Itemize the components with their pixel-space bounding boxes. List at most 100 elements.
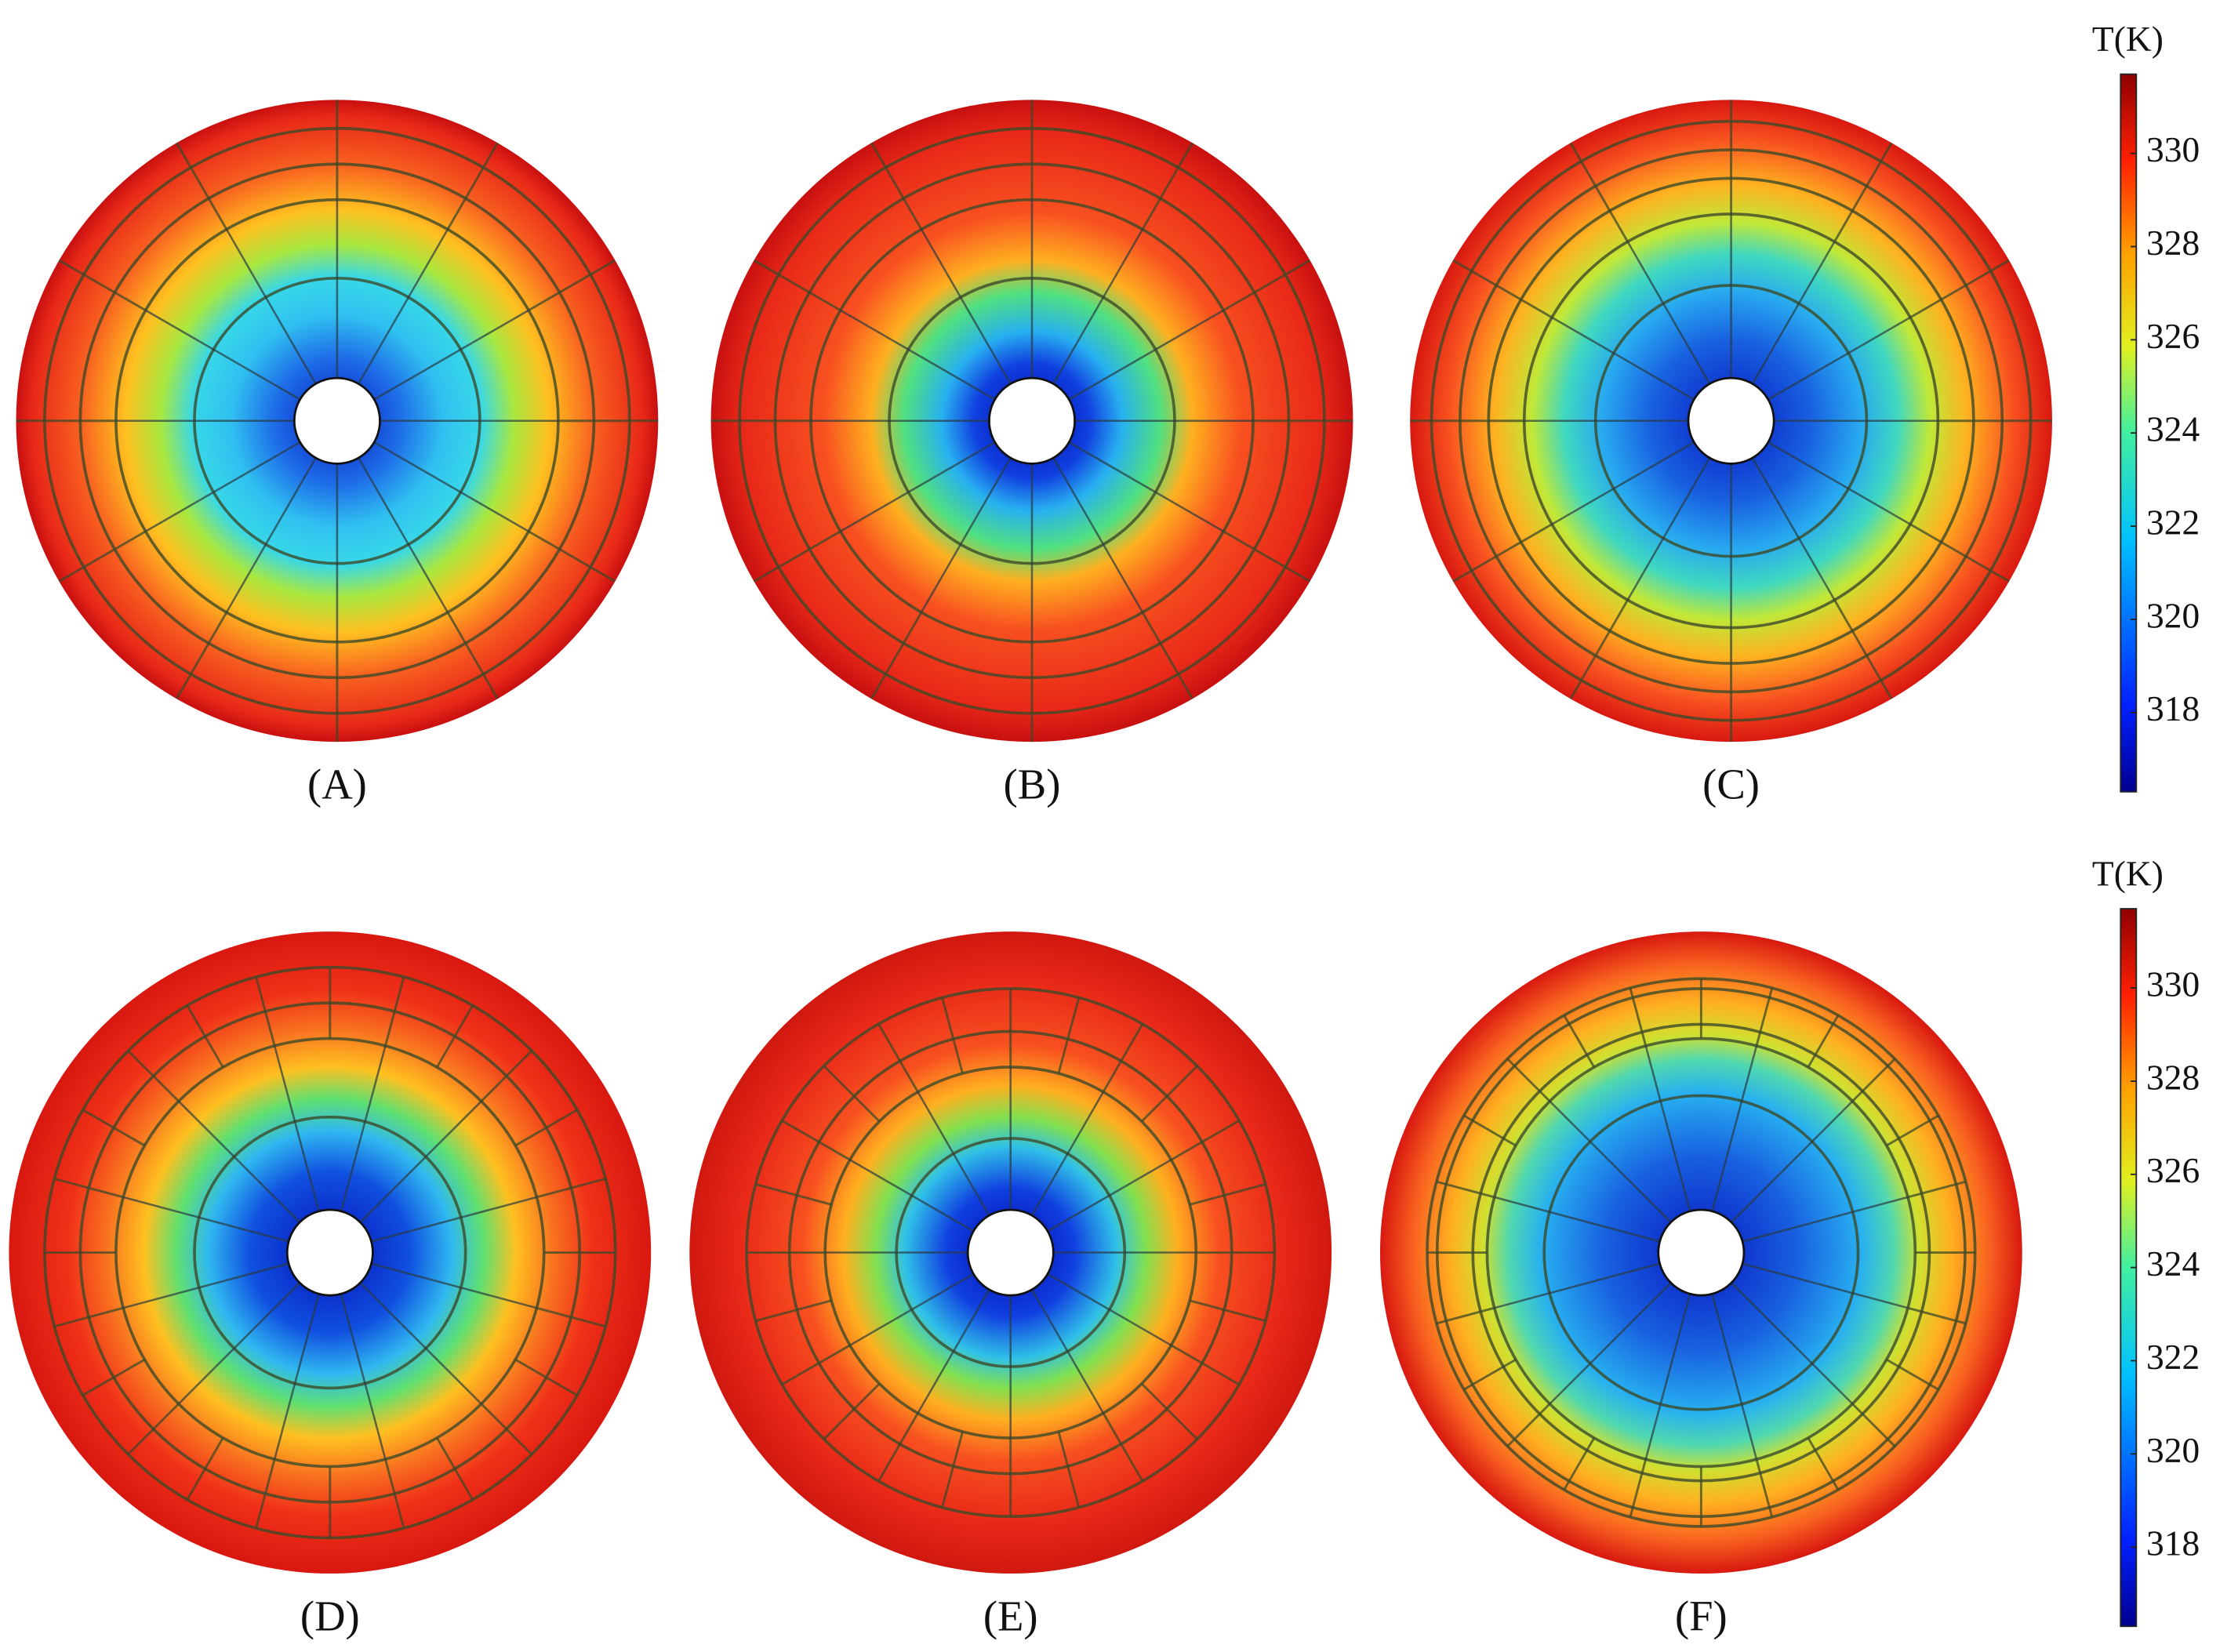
rib-line — [1506, 1403, 1551, 1447]
spoke-line — [1494, 1262, 1660, 1309]
spoke-line — [145, 309, 301, 401]
colorbar-tick-label: 320 — [2146, 595, 2200, 635]
center-hole — [966, 1208, 1055, 1297]
rib-line — [1885, 1114, 1939, 1147]
spoke-line — [1742, 1262, 1909, 1309]
spoke-line — [177, 1100, 301, 1223]
rib-line — [514, 1358, 578, 1396]
rib-line — [1140, 1382, 1198, 1440]
spoke-line — [1551, 441, 1695, 525]
rib-line — [870, 142, 923, 231]
spoke-line — [1626, 241, 1711, 385]
rib-line — [127, 1403, 180, 1455]
rib-line — [877, 1023, 919, 1093]
rib-line — [1223, 259, 1311, 312]
spoke-line — [1751, 241, 1836, 385]
panel-label: (B) — [1004, 761, 1061, 808]
rib-line — [941, 1431, 964, 1509]
spoke-line — [1030, 1289, 1105, 1414]
spoke-line — [371, 1262, 537, 1309]
spoke-line — [1068, 309, 1224, 401]
spoke-line — [225, 457, 317, 613]
rib-line — [1807, 1015, 1840, 1068]
rib-line — [446, 142, 499, 231]
rib-line — [1807, 1437, 1840, 1490]
rib-line — [384, 976, 405, 1047]
rib-line — [755, 1299, 832, 1323]
colorbar-tick-label: 328 — [2146, 223, 2200, 263]
spoke-line — [1644, 1045, 1691, 1212]
spoke-line — [1711, 1293, 1758, 1460]
rib-line — [1057, 1431, 1081, 1509]
ring-line — [193, 1115, 467, 1390]
rib-line — [1629, 1458, 1648, 1518]
rib-line — [255, 976, 276, 1047]
rib-line — [1189, 1183, 1266, 1206]
rib-line — [58, 530, 147, 583]
spoke-line — [1494, 1196, 1660, 1243]
rib-line — [1569, 142, 1629, 243]
panel-label: (E) — [983, 1592, 1038, 1640]
spoke-line — [1626, 457, 1711, 601]
rib-line — [1907, 1180, 1967, 1199]
rib-line — [1102, 1023, 1144, 1093]
rib-line — [1141, 142, 1193, 231]
rib-line — [1755, 1458, 1774, 1518]
spoke-line — [1768, 316, 1911, 401]
rib-line — [1851, 1058, 1896, 1102]
colorbar-tick-label: 330 — [2146, 129, 2200, 169]
rib-line — [82, 1358, 146, 1396]
rib-line — [175, 612, 228, 700]
spoke-line — [340, 1293, 387, 1460]
spoke-line — [1030, 1091, 1105, 1216]
rib-line — [1463, 1114, 1517, 1147]
spoke-line — [1551, 316, 1695, 401]
spoke-line — [1549, 1282, 1672, 1405]
rib-line — [1436, 1180, 1495, 1199]
spoke-line — [1731, 1282, 1854, 1405]
spoke-line — [122, 1262, 289, 1309]
rib-line — [1452, 523, 1553, 583]
panel-label: (F) — [1675, 1592, 1728, 1640]
rib-line — [82, 1109, 146, 1147]
rib-line — [781, 1344, 851, 1386]
spoke-line — [177, 1282, 301, 1405]
spoke-line — [340, 1045, 387, 1212]
rib-line — [528, 530, 616, 583]
spoke-line — [917, 1289, 990, 1414]
rib-line — [1909, 523, 2010, 583]
spoke-line — [373, 441, 529, 532]
rib-line — [941, 997, 964, 1074]
panel-label: (D) — [300, 1592, 360, 1640]
colorbar-title: T(K) — [2092, 853, 2164, 893]
spoke-line — [840, 309, 996, 401]
colorbar-tick-label: 326 — [2146, 1150, 2200, 1190]
spoke-line — [145, 441, 301, 532]
rib-line — [436, 1437, 474, 1501]
colorbar-tick-label: 320 — [2146, 1430, 2200, 1470]
spoke-line — [1047, 1159, 1172, 1233]
ring-line — [1542, 1094, 1860, 1411]
spoke-line — [917, 1091, 990, 1216]
rib-line — [823, 1065, 881, 1123]
rib-line — [870, 612, 923, 700]
rib-line — [753, 259, 841, 312]
spoke-line — [371, 1196, 537, 1243]
rib-line — [514, 1109, 578, 1147]
rib-line — [480, 1050, 533, 1102]
spoke-line — [359, 1282, 482, 1405]
spoke-line — [1731, 1100, 1854, 1223]
colorbar-tick-label: 318 — [2146, 688, 2200, 728]
colorbar-tick-label: 324 — [2146, 1244, 2200, 1283]
rib-line — [528, 259, 616, 312]
rib-line — [1170, 1344, 1240, 1386]
rib-line — [1563, 1015, 1596, 1068]
rib-line — [186, 1437, 224, 1501]
rib-line — [446, 612, 499, 700]
rib-line — [186, 1004, 224, 1068]
spoke-line — [1068, 441, 1224, 532]
rib-line — [1141, 612, 1193, 700]
rib-line — [53, 1177, 124, 1199]
rib-line — [781, 1119, 851, 1161]
spoke-line — [373, 309, 529, 401]
